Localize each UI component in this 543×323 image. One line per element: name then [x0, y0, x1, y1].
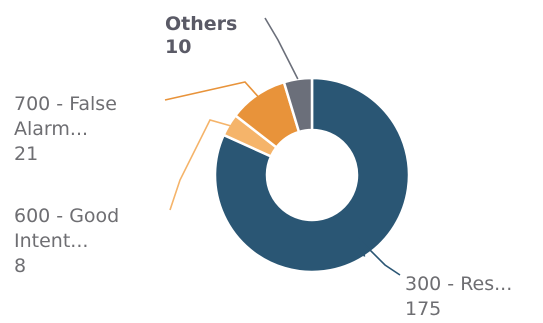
false-alarm-value: 21	[14, 143, 38, 165]
others-value: 10	[165, 36, 191, 58]
leader-false-alarm	[164, 81, 259, 101]
res-label: 300 - Res...	[405, 273, 512, 295]
leader-good-intent	[169, 119, 231, 211]
false-alarm-label-line1: 700 - False	[14, 93, 117, 115]
slice-others[interactable]	[282, 76, 314, 134]
false-alarm-label-line2: Alarm...	[14, 118, 88, 140]
leader-res	[358, 237, 401, 276]
donut-slices	[213, 76, 411, 274]
good-intent-value: 8	[14, 255, 26, 277]
good-intent-label-line1: 600 - Good	[14, 205, 119, 227]
leader-others	[264, 17, 299, 80]
others-label: Others	[165, 13, 237, 35]
good-intent-label-line2: Intent...	[14, 230, 88, 252]
res-value: 175	[405, 298, 441, 320]
slice-res[interactable]	[213, 76, 411, 274]
leader-lines	[164, 17, 401, 276]
